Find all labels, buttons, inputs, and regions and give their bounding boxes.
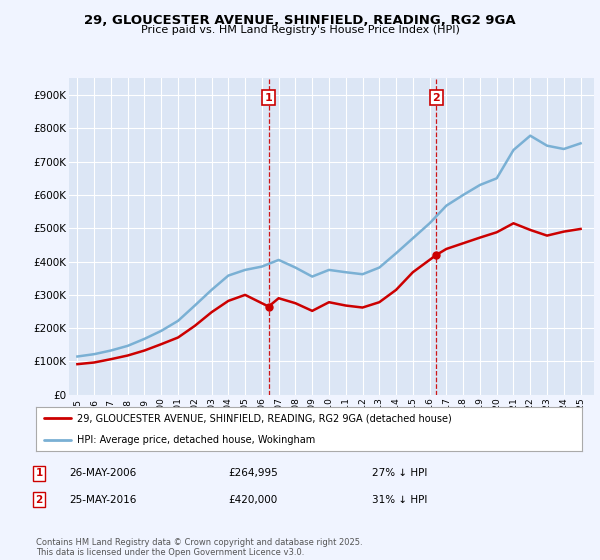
Text: 29, GLOUCESTER AVENUE, SHINFIELD, READING, RG2 9GA (detached house): 29, GLOUCESTER AVENUE, SHINFIELD, READIN…	[77, 413, 452, 423]
Text: £264,995: £264,995	[228, 468, 278, 478]
Text: £420,000: £420,000	[228, 494, 277, 505]
Text: Contains HM Land Registry data © Crown copyright and database right 2025.
This d: Contains HM Land Registry data © Crown c…	[36, 538, 362, 557]
Text: 2: 2	[35, 494, 43, 505]
Text: 1: 1	[265, 92, 272, 102]
Text: 26-MAY-2006: 26-MAY-2006	[69, 468, 136, 478]
Text: 25-MAY-2016: 25-MAY-2016	[69, 494, 136, 505]
Text: 1: 1	[35, 468, 43, 478]
Text: 29, GLOUCESTER AVENUE, SHINFIELD, READING, RG2 9GA: 29, GLOUCESTER AVENUE, SHINFIELD, READIN…	[84, 14, 516, 27]
Text: 27% ↓ HPI: 27% ↓ HPI	[372, 468, 427, 478]
Text: 31% ↓ HPI: 31% ↓ HPI	[372, 494, 427, 505]
Text: 2: 2	[433, 92, 440, 102]
Text: Price paid vs. HM Land Registry's House Price Index (HPI): Price paid vs. HM Land Registry's House …	[140, 25, 460, 35]
Text: HPI: Average price, detached house, Wokingham: HPI: Average price, detached house, Woki…	[77, 435, 315, 445]
